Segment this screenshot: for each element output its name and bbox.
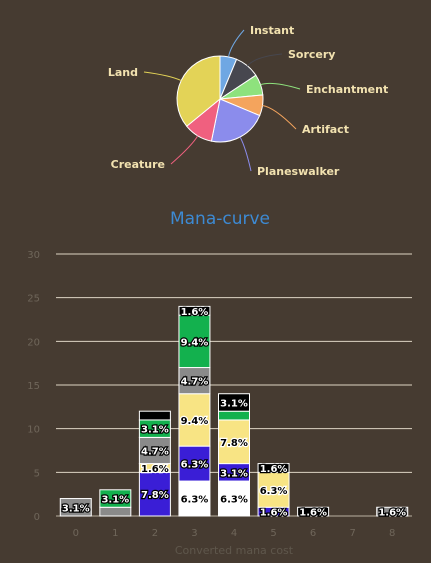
bar-segment-1-3 (99, 506, 132, 517)
y-tick-label: 25 (27, 294, 40, 305)
bar-segment-6-5 (297, 506, 330, 517)
data-label: 3.1% (62, 503, 90, 514)
pie-label-land: Land (108, 66, 138, 79)
bar-segment-3-3 (178, 367, 211, 395)
data-label: 9.4% (181, 416, 209, 427)
pie-label-sorcery: Sorcery (288, 48, 335, 61)
x-tick-label: 0 (73, 528, 79, 539)
x-tick-label: 2 (152, 528, 158, 539)
bar-segment-5-2 (257, 471, 290, 508)
x-tick-label: 5 (270, 528, 276, 539)
bar-segment-0-3 (59, 498, 92, 517)
y-tick-label: 0 (34, 512, 40, 523)
data-label: 3.1% (220, 468, 248, 479)
pie-connector-instant (228, 29, 245, 57)
pie-connector-artifact (262, 105, 297, 130)
data-label: 3.1% (220, 398, 248, 409)
pie-connector-creature (170, 135, 199, 165)
y-tick-label: 5 (34, 468, 40, 479)
x-tick-label: 7 (349, 528, 355, 539)
bar-segment-8-3 (376, 506, 409, 517)
bar-segment-2-1 (138, 471, 171, 517)
bar-segment-3-0 (178, 480, 211, 517)
bar-segment-4-0 (218, 480, 250, 517)
pie-label-enchantment: Enchantment (306, 83, 388, 96)
y-axis-ticks: 0 5 10 15 20 25 30 (27, 250, 40, 523)
pie-label-creature: Creature (111, 158, 165, 171)
x-tick-label: 4 (231, 528, 237, 539)
data-label: 7.8% (141, 490, 169, 501)
x-axis-ticks: 0 1 2 3 4 5 6 7 8 (73, 528, 396, 539)
pie-connector-sorcery (247, 53, 283, 67)
x-tick-label: 3 (191, 528, 197, 539)
x-tick-label: 6 (310, 528, 316, 539)
data-label: 1.6% (260, 508, 288, 519)
bar-segment-5-5 (257, 463, 290, 473)
data-label: 1.6% (299, 508, 327, 519)
data-label: 6.3% (181, 495, 209, 506)
bar-segment-1-4 (99, 489, 132, 508)
x-tick-label: 1 (112, 528, 118, 539)
data-label: 6.3% (260, 486, 288, 497)
pie-label-planeswalker: Planeswalker (257, 165, 340, 178)
data-label: 1.6% (378, 508, 406, 519)
bar-stacks: 3.1% 3.1% 7.8% 1.6% 4.7% 3.1% 6.3% 6.3% 9.4% 4.7%… (59, 305, 409, 520)
data-label: 6.3% (181, 460, 209, 471)
data-label: 3.1% (101, 495, 129, 506)
pie-label-instant: Instant (250, 24, 294, 37)
pie-connector-land (143, 71, 182, 82)
y-tick-label: 30 (27, 250, 40, 261)
y-tick-label: 15 (27, 381, 40, 392)
bar-segment-4-4 (218, 410, 250, 421)
data-label: 4.7% (181, 377, 209, 388)
data-label: 3.1% (141, 425, 169, 436)
pie-connector-enchantment (260, 82, 301, 90)
bar-segment-3-5 (178, 305, 211, 316)
data-label: 1.6% (181, 307, 209, 318)
pie-label-artifact: Artifact (302, 123, 349, 136)
bar-segment-4-5 (218, 393, 250, 412)
pie-connector-planeswalker (239, 136, 252, 172)
chart-title: Mana-curve (170, 209, 270, 229)
data-label: 6.3% (220, 495, 248, 506)
data-label: 4.7% (141, 447, 169, 458)
x-axis-title: Converted mana cost (175, 544, 294, 557)
pie-slice-planeswalker (210, 98, 261, 143)
data-label: 7.8% (220, 438, 248, 449)
x-tick-label: 8 (389, 528, 395, 539)
bar-segment-3-2 (178, 393, 211, 447)
data-label: 9.4% (181, 337, 209, 348)
y-tick-label: 10 (27, 425, 40, 436)
bar-segment-3-4 (178, 314, 211, 369)
type-pie-chart: Instant Sorcery Enchantment Artifact Planesw… (108, 24, 388, 178)
data-label: 1.6% (260, 464, 288, 475)
bar-segment-2-5 (138, 410, 171, 421)
data-label: 1.6% (141, 464, 169, 475)
y-tick-label: 20 (27, 337, 40, 348)
